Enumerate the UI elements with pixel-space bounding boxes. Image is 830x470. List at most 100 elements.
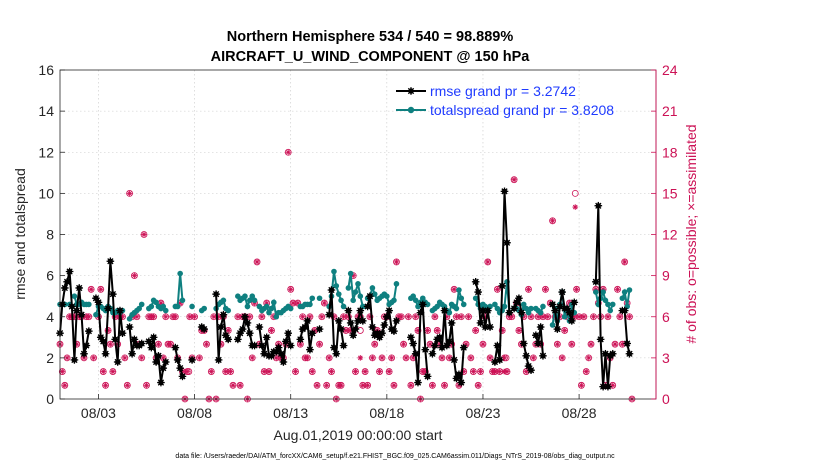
obs-assimilated-point	[357, 355, 364, 361]
totalspread-point	[624, 303, 630, 310]
totalspread-point	[235, 293, 241, 299]
rmse-point	[592, 277, 600, 286]
rmse-point	[625, 349, 634, 358]
obs-count-point	[378, 354, 386, 362]
x-tick-label: 08/18	[369, 405, 404, 421]
rmse-line-segment	[174, 347, 184, 377]
obs-count-point	[292, 368, 299, 375]
chart-title: Northern Hemisphere 534 / 540 = 98.889%	[227, 29, 514, 45]
rmse-point	[85, 327, 93, 335]
rmse-point	[325, 310, 333, 319]
rmse-point	[548, 300, 557, 309]
obs-count-point	[97, 285, 105, 293]
obs-count-point	[621, 258, 629, 266]
obs-count-point	[493, 285, 501, 293]
rmse-point	[145, 337, 153, 346]
y-right-tick-label: 12	[662, 227, 678, 243]
totalspread-point	[528, 305, 534, 312]
rmse-point	[532, 331, 540, 340]
totalspread-point	[244, 303, 251, 310]
y-left-tick-label: 4	[46, 309, 54, 325]
obs-count-point	[308, 368, 316, 375]
rmse-point	[594, 201, 603, 210]
totalspread-point	[160, 303, 167, 310]
totalspread-point	[316, 295, 323, 302]
totalspread-point	[179, 297, 186, 304]
totalspread-point	[492, 301, 498, 308]
y-right-tick-label: 15	[662, 185, 678, 201]
obs-count-point	[510, 176, 518, 184]
rmse-point	[418, 300, 427, 309]
obs-count-point	[234, 313, 242, 321]
totalspread-point	[340, 303, 347, 310]
rmse-point	[565, 308, 574, 317]
rmse-point	[354, 317, 362, 325]
obs-count-point	[236, 381, 244, 389]
obs-count-point	[585, 354, 593, 362]
rmse-point	[440, 306, 449, 315]
rmse-point	[104, 304, 112, 313]
obs-count-point	[85, 313, 93, 321]
obs-count-point	[441, 381, 448, 389]
rmse-point	[80, 349, 88, 358]
rmse-point	[344, 306, 353, 315]
rmse-point	[445, 337, 454, 346]
obs-count-point	[191, 313, 198, 321]
obs-possible-point	[502, 354, 510, 362]
rmse-point	[61, 284, 69, 292]
obs-count-point	[63, 354, 71, 362]
y-left-tick-label: 12	[38, 144, 54, 160]
rmse-point	[128, 349, 136, 358]
rmse-point	[116, 306, 124, 315]
totalspread-point	[619, 295, 626, 302]
obs-count-point	[90, 354, 98, 362]
rmse-point	[380, 321, 389, 329]
rmse-point	[558, 288, 566, 296]
rmse-point	[101, 349, 110, 358]
rmse-point	[620, 306, 629, 315]
obs-count-point	[388, 354, 396, 362]
obs-count-point	[553, 340, 561, 348]
rmse-point	[308, 329, 317, 337]
rmse-point	[284, 329, 293, 337]
rmse-point	[416, 308, 425, 317]
rmse-point	[327, 286, 336, 294]
rmse-point	[604, 382, 612, 391]
rmse-point	[474, 288, 482, 296]
obs-count-point	[426, 340, 434, 348]
rmse-point	[392, 317, 401, 325]
rmse-point	[447, 319, 456, 327]
totalspread-point	[201, 305, 207, 312]
totalspread-point	[268, 305, 275, 312]
legend-spread-marker	[407, 106, 415, 114]
y-left-tick-label: 14	[38, 103, 54, 119]
obs-count-point	[438, 354, 446, 362]
rmse-point	[65, 267, 74, 276]
obs-count-point	[397, 313, 405, 321]
rmse-point	[68, 302, 76, 311]
totalspread-point	[338, 297, 344, 304]
obs-count-point	[604, 313, 612, 321]
totalspread-point	[453, 305, 460, 312]
obs-count-point	[549, 217, 556, 225]
rmse-point	[94, 298, 103, 307]
obs-count-point	[626, 313, 633, 321]
rmse-point	[407, 333, 415, 342]
obs-count-point	[431, 313, 439, 321]
obs-count-point	[106, 340, 114, 348]
totalspread-point	[626, 287, 633, 293]
rmse-line-segment	[95, 261, 124, 363]
obs-count-point	[424, 327, 431, 334]
rmse-point	[58, 300, 67, 309]
totalspread-point	[345, 285, 352, 291]
totalspread-point	[225, 307, 232, 314]
obs-count-point	[102, 381, 109, 389]
rmse-point	[409, 339, 417, 348]
y-left-axis-label: rmse and totalspread	[12, 168, 28, 300]
totalspread-point	[523, 305, 530, 312]
y-left-tick-label: 2	[46, 350, 54, 366]
rmse-point	[503, 238, 511, 247]
obs-count-point	[337, 381, 345, 389]
obs-count-point	[614, 285, 621, 293]
totalspread-point	[174, 303, 181, 310]
